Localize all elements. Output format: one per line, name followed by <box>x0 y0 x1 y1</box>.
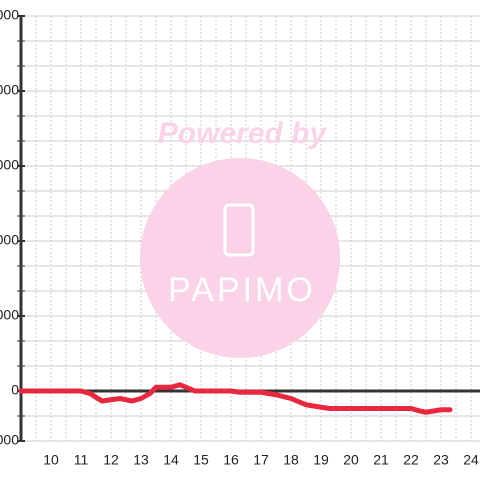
x-tick-label: 21 <box>373 452 389 468</box>
watermark-circle <box>140 158 340 358</box>
y-tick-label: 30,000 <box>0 307 19 323</box>
x-tick-label: 22 <box>403 452 419 468</box>
y-tick-label: 150,000 <box>0 7 19 23</box>
x-tick-label: 11 <box>74 452 89 468</box>
x-tick-label: 10 <box>43 452 59 468</box>
x-tick-label: 15 <box>193 452 209 468</box>
watermark-icon <box>223 203 255 257</box>
x-tick-label: 14 <box>163 452 179 468</box>
x-tick-label: 13 <box>133 452 149 468</box>
x-tick-label: 19 <box>313 452 329 468</box>
watermark-text: Powered by <box>158 117 328 150</box>
x-tick-label: 23 <box>433 452 449 468</box>
x-tick-label: 24 <box>463 452 479 468</box>
watermark: Powered by PAPIMO <box>140 117 340 358</box>
y-tick-label: 90,000 <box>0 157 19 173</box>
y-tick-label: 0 <box>11 382 19 398</box>
y-tick-label: -20,000 <box>0 432 19 448</box>
watermark-logo: PAPIMO <box>168 271 316 309</box>
y-tick-label: 120,000 <box>0 82 19 98</box>
line <box>18 382 453 415</box>
x-tick-label: 12 <box>103 452 119 468</box>
x-tick-label: 20 <box>343 452 359 468</box>
x-tick-label: 16 <box>223 452 239 468</box>
y-tick-label: 60,000 <box>0 232 19 248</box>
x-tick-label: 17 <box>253 452 269 468</box>
x-tick-label: 18 <box>283 452 299 468</box>
